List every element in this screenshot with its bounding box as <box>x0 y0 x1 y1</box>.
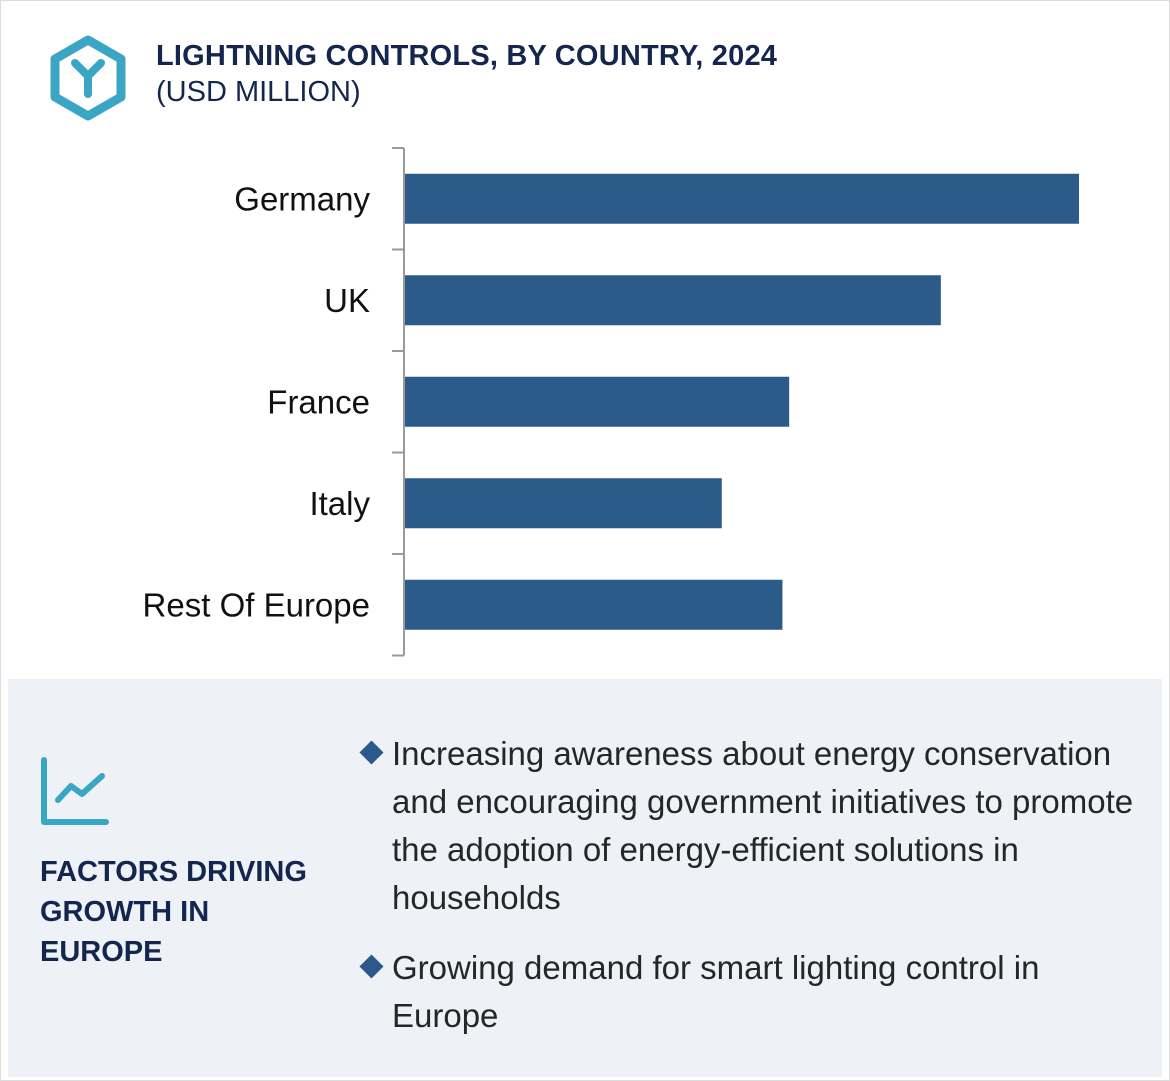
factor-item: Increasing awareness about energy conser… <box>358 730 1138 922</box>
factor-text: Growing demand for smart lighting contro… <box>392 949 1040 1034</box>
bar-france <box>405 376 790 427</box>
bar-italy <box>405 478 722 529</box>
hexagon-y-logo-icon <box>50 35 126 121</box>
diamond-bullet-icon <box>359 954 384 979</box>
factors-panel <box>8 679 1162 1077</box>
bar-chart: Germany UK France Italy Rest Of Europe <box>143 147 1079 657</box>
diamond-bullet-icon <box>359 740 384 765</box>
bar-germany <box>405 173 1079 224</box>
factor-item: Growing demand for smart lighting contro… <box>358 944 1138 1040</box>
category-label: France <box>267 383 370 420</box>
factors-title: FACTORS DRIVING GROWTH IN EUROPE <box>40 856 307 968</box>
category-label: Rest Of Europe <box>143 586 370 623</box>
factors-list: Increasing awareness about energy conser… <box>358 730 1138 1062</box>
chart-subtitle: (USD MILLION) <box>156 76 361 108</box>
bar-uk <box>405 275 941 326</box>
factor-text: Increasing awareness about energy conser… <box>392 735 1134 916</box>
trend-line-chart-icon <box>41 757 109 825</box>
category-label: UK <box>324 282 370 319</box>
bar-rest-of-europe <box>405 579 783 630</box>
chart-title: LIGHTNING CONTROLS, BY COUNTRY, 2024 <box>156 40 778 72</box>
category-label: Italy <box>309 485 370 522</box>
category-label: Germany <box>234 180 370 217</box>
